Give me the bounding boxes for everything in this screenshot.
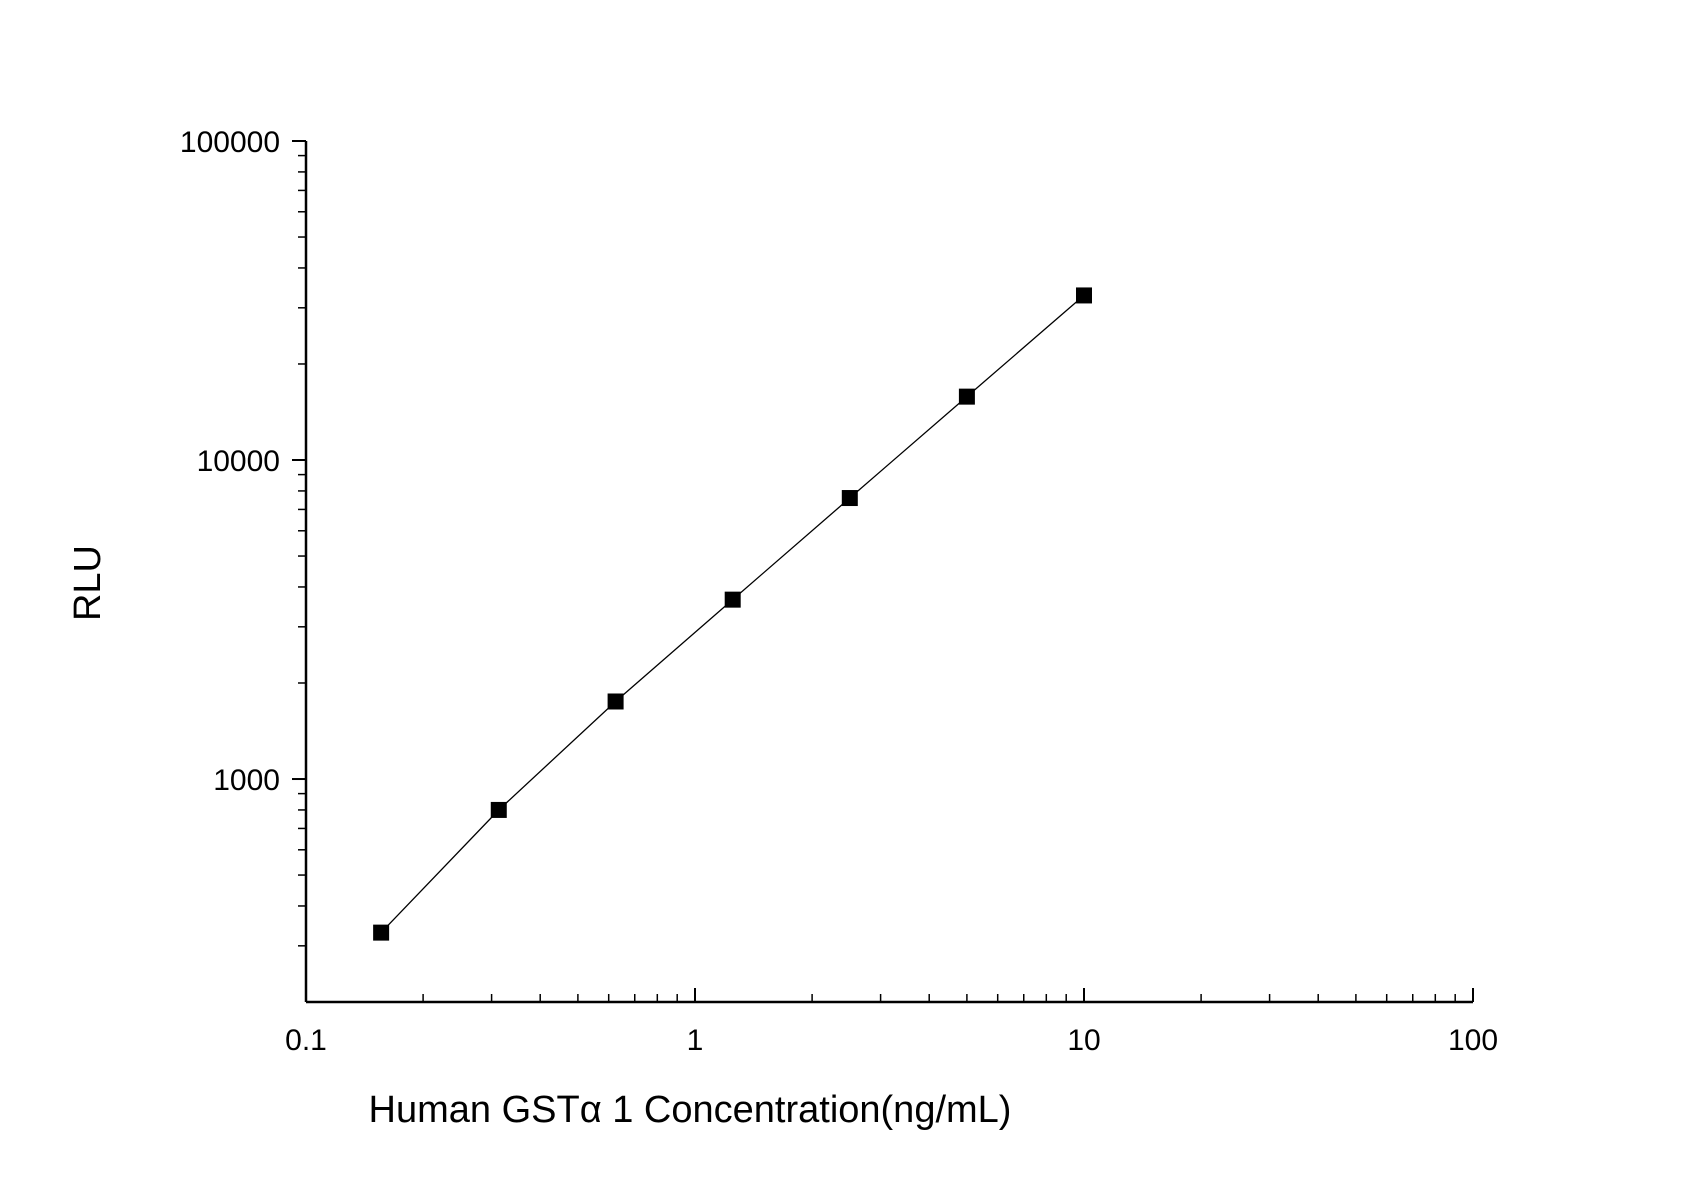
x-axis-title: Human GSTα 1 Concentration(ng/mL)	[369, 1089, 1012, 1131]
data-point	[841, 490, 858, 507]
y-axis-title: RLU	[67, 545, 109, 621]
axes: 0.1 1 10 100 1000 10000 100000	[180, 126, 1498, 1057]
data-point	[490, 801, 507, 818]
y-tick-label: 10000	[197, 445, 280, 478]
series-line	[380, 294, 1085, 934]
data-point	[607, 693, 624, 710]
y-tick-label: 100000	[180, 126, 280, 159]
x-tick-label: 10	[1067, 1024, 1100, 1057]
x-tick-label: 100	[1448, 1024, 1498, 1057]
data-point	[373, 924, 390, 941]
data-point	[958, 388, 975, 405]
y-tick-label: 1000	[213, 764, 280, 797]
data-point	[724, 591, 741, 608]
data-point	[1076, 287, 1092, 304]
x-tick-label: 1	[687, 1024, 704, 1057]
plot-area	[373, 287, 1092, 941]
x-tick-label: 0.1	[285, 1024, 327, 1057]
